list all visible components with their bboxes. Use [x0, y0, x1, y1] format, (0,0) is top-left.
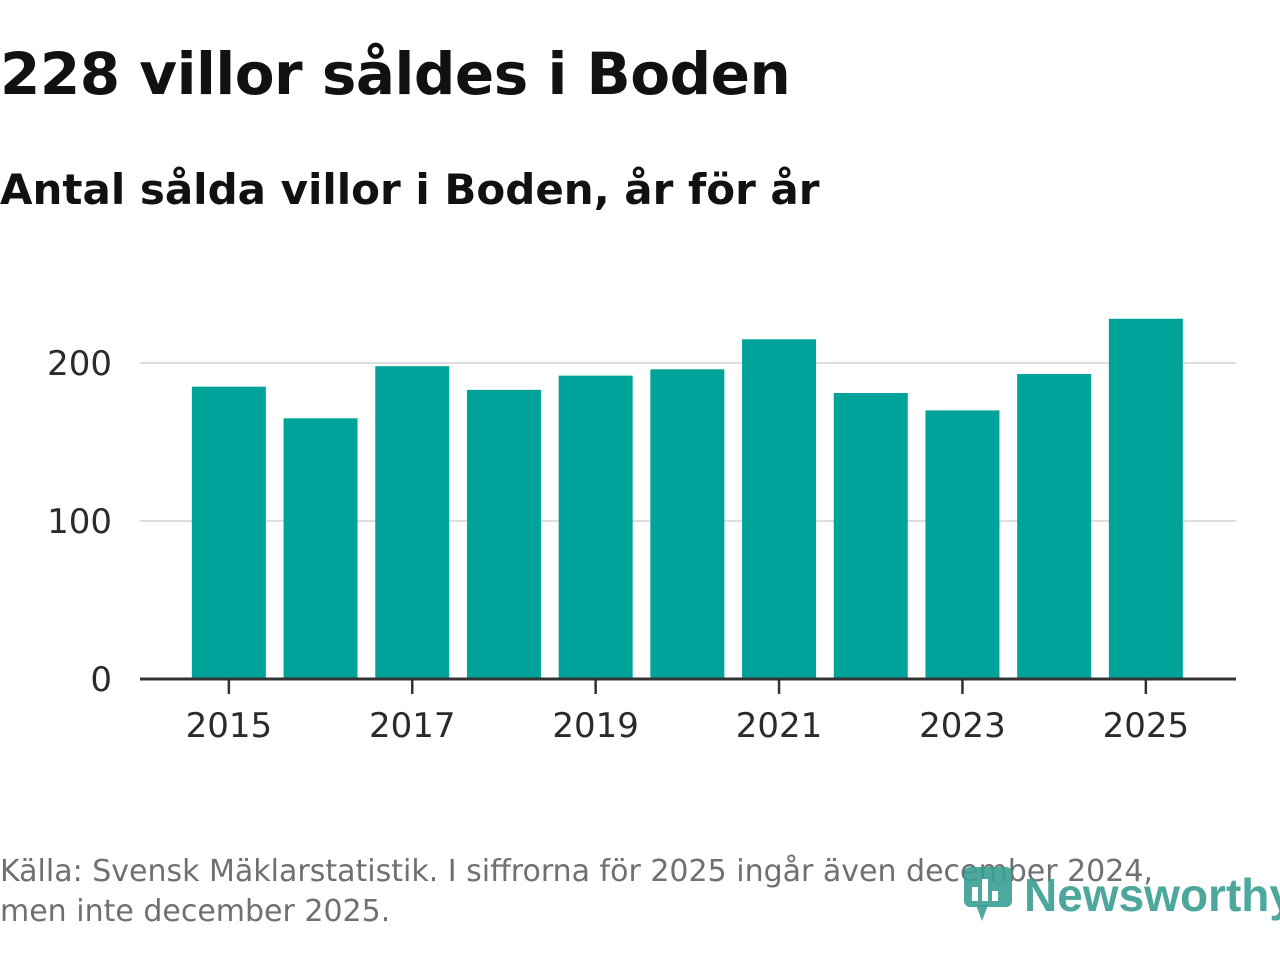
bar-2024 — [1017, 374, 1092, 679]
source-line-1: Källa: Svensk Mäklarstatistik. I siffror… — [0, 854, 1153, 889]
bar-2015 — [191, 386, 266, 679]
bar-2019 — [558, 375, 633, 679]
newsworthy-logo-icon — [964, 867, 1012, 921]
bar-2021 — [742, 339, 817, 679]
x-tick-label-2023: 2023 — [919, 706, 1006, 746]
bar-2018 — [466, 389, 541, 679]
bar-2023 — [925, 410, 1000, 679]
x-tick-label-2025: 2025 — [1103, 706, 1190, 746]
bar-2017 — [375, 366, 450, 679]
brand-name: Newsworthy — [1024, 869, 1280, 921]
bar-2022 — [833, 393, 908, 679]
bar-2025 — [1108, 318, 1183, 679]
newsworthy-logo: Newsworthy — [962, 862, 1280, 928]
y-tick-label-0: 0 — [90, 660, 112, 700]
source-line-2: men inte december 2025. — [0, 894, 391, 929]
y-tick-label-100: 100 — [47, 502, 112, 542]
x-tick-label-2015: 2015 — [186, 706, 273, 746]
y-tick-label-200: 200 — [47, 344, 112, 384]
chart-subtitle: Antal sålda villor i Boden, år för år — [0, 165, 820, 214]
chart-title: 228 villor såldes i Boden — [0, 40, 791, 108]
source-note: Källa: Svensk Mäklarstatistik. I siffror… — [0, 852, 1220, 932]
bar-2016 — [283, 418, 358, 679]
bar-2020 — [650, 369, 725, 679]
x-tick-label-2019: 2019 — [552, 706, 639, 746]
x-tick-label-2017: 2017 — [369, 706, 456, 746]
x-tick-label-2021: 2021 — [736, 706, 823, 746]
